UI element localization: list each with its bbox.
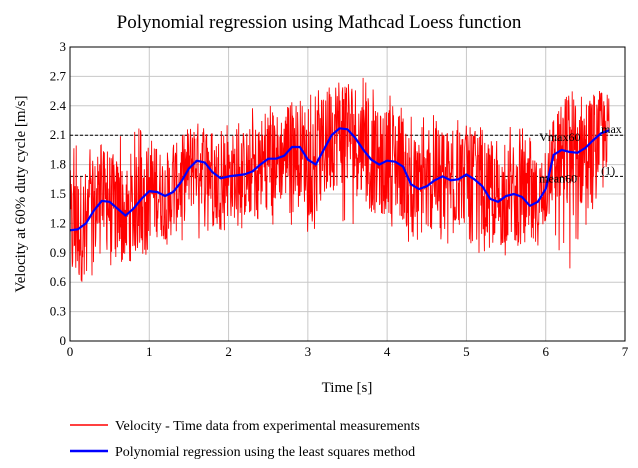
series-velocity-line (69, 77, 610, 282)
x-tick-label-5: 5 (463, 344, 470, 359)
y-tick-label-4: 1.2 (50, 215, 66, 230)
y-tick-label-7: 2.1 (50, 127, 66, 142)
x-tick-label-1: 1 (146, 344, 153, 359)
legend-label-velocity: Velocity - Time data from experimental m… (115, 419, 420, 434)
reference-annotations: Vmax60 max mean60 (1) (539, 122, 622, 185)
y-tick-label-1: 0.3 (50, 304, 66, 319)
y-tick-label-6: 1.8 (50, 157, 66, 172)
chart-title: Polynomial regression using Mathcad Loes… (117, 12, 522, 33)
x-tick-label-6: 6 (542, 344, 549, 359)
y-tick-label-3: 0.9 (50, 245, 66, 260)
y-tick-label-5: 1.5 (50, 186, 66, 201)
reference-label-0: Vmax60 (539, 130, 580, 144)
y-axis-label: Velocity at 60% duty cycle [m/s] (13, 95, 29, 292)
reference-suffix-1: (1) (601, 163, 615, 177)
y-tick-label-2: 0.6 (50, 274, 67, 289)
y-tick-label-0: 0 (60, 333, 67, 348)
x-tick-label-2: 2 (225, 344, 232, 359)
y-tick-label-10: 3 (60, 39, 67, 54)
y-tick-label-9: 2.7 (50, 68, 67, 83)
legend: Velocity - Time data from experimental m… (70, 419, 420, 460)
series-regression-line (69, 127, 610, 232)
legend-label-regression: Polynomial regression using the least sq… (115, 445, 415, 460)
tick-labels: 0 1 2 3 4 5 6 7 0 0.3 0.6 0.9 1.2 1.5 1.8 2.1 2.4 2.7 3 (50, 39, 629, 359)
reference-suffix-0: max (601, 122, 622, 136)
x-tick-label-0: 0 (67, 344, 74, 359)
reference-label-1: mean60 (539, 171, 577, 185)
x-tick-label-7: 7 (622, 344, 629, 359)
x-tick-label-4: 4 (384, 344, 391, 359)
x-tick-label-3: 3 (305, 344, 312, 359)
plot-frame (69, 46, 626, 342)
y-tick-label-8: 2.4 (50, 98, 67, 113)
x-axis-label: Time [s] (322, 380, 373, 396)
series-group (69, 77, 610, 282)
